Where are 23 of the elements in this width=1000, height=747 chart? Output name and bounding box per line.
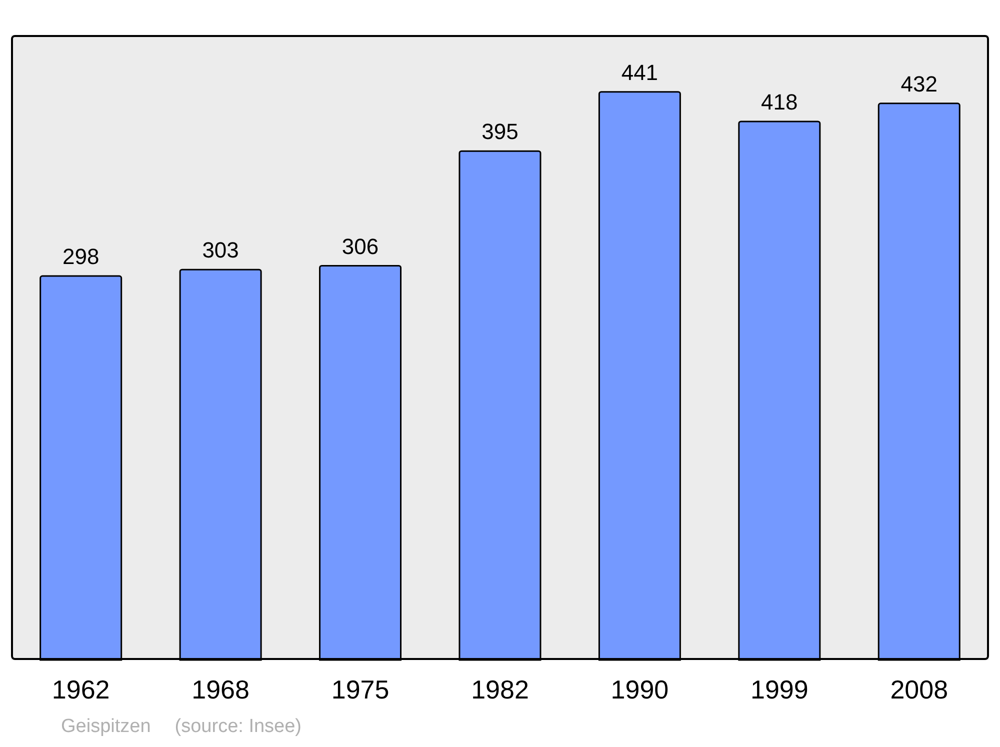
text: (source: Insee) bbox=[174, 716, 302, 738]
x-tick-label: 1962 bbox=[52, 674, 110, 704]
x-tick-label: 1975 bbox=[331, 674, 390, 704]
bar bbox=[458, 150, 542, 661]
bar bbox=[179, 268, 262, 661]
data-label: 395 bbox=[482, 119, 518, 144]
bar bbox=[40, 275, 122, 661]
x-tick-label: 1968 bbox=[192, 674, 250, 704]
text: Geispitzen bbox=[61, 716, 151, 738]
data-label: 298 bbox=[62, 244, 100, 270]
x-tick-label: 2008 bbox=[890, 674, 948, 704]
data-label: 303 bbox=[202, 238, 239, 263]
bar bbox=[598, 91, 681, 661]
bar bbox=[319, 265, 402, 661]
x-tick-label: 1990 bbox=[610, 674, 669, 704]
data-label: 441 bbox=[621, 60, 658, 85]
bar bbox=[878, 102, 960, 661]
data-label: 306 bbox=[342, 234, 379, 259]
bar bbox=[738, 120, 821, 661]
data-label: 432 bbox=[900, 71, 938, 96]
data-label: 418 bbox=[761, 89, 798, 114]
x-tick-label: 1999 bbox=[750, 674, 808, 704]
x-tick-label: 1982 bbox=[471, 674, 529, 704]
